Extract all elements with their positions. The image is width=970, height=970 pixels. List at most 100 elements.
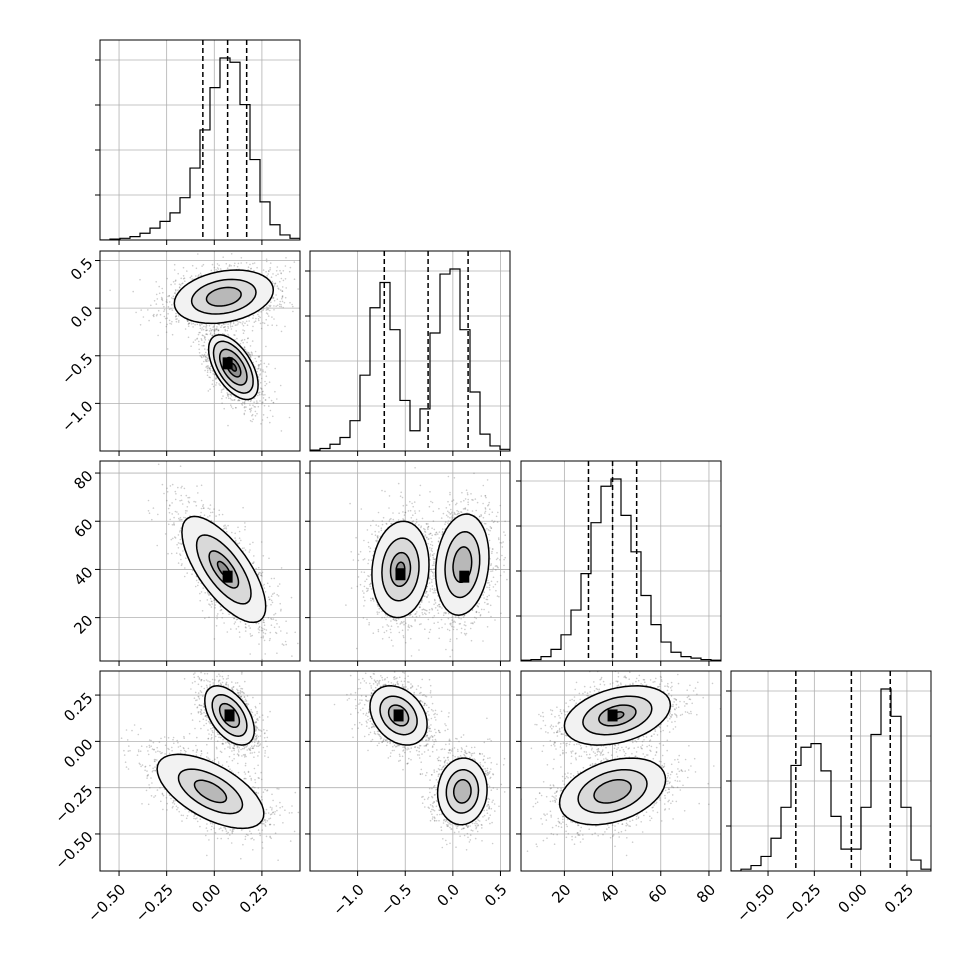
scatter-point [269,631,272,634]
scatter-point [236,337,238,340]
scatter-point [255,317,257,320]
scatter-point [179,284,182,286]
scatter-point [199,323,201,326]
scatter-point [185,557,187,559]
scatter-point [276,652,278,654]
scatter-point [232,321,235,323]
scatter-point [280,304,282,306]
scatter-point [251,562,254,565]
scatter-point [255,567,257,570]
scatter-point [181,563,183,565]
scatter-point [222,612,224,615]
scatter-point [276,398,278,400]
scatter-point [280,610,282,612]
scatter-point [261,390,264,393]
scatter-point [267,270,270,272]
scatter-point [255,400,258,402]
contour-line [218,348,248,386]
scatter-point [261,388,263,390]
density-peak [222,357,233,370]
scatter-point [261,392,263,394]
scatter-point [284,278,287,280]
scatter-point [251,420,253,423]
scatter-point [203,360,205,363]
scatter-point [177,315,180,317]
scatter-point [252,325,254,328]
scatter-point [245,623,247,625]
scatter-point [262,269,265,271]
scatter-point [194,501,197,503]
scatter-point [212,385,215,388]
scatter-point [293,278,296,281]
scatter-point [156,313,158,316]
scatter-point [175,315,178,317]
scatter-point [222,395,224,397]
scatter-point [271,316,273,318]
scatter-point [244,623,247,625]
scatter-point [229,397,232,400]
scatter-point [256,368,259,370]
scatter-point [199,599,201,602]
scatter-point [250,267,252,270]
scatter-point [275,270,278,272]
scatter-point [267,307,270,309]
scatter-point [264,384,267,387]
scatter-point [244,549,247,551]
scatter-point [285,287,288,289]
scatter-point [198,274,200,276]
scatter-point [181,503,184,505]
scatter-point [205,327,207,329]
scatter-point [222,528,225,530]
scatter-point [223,388,225,390]
scatter-point [179,554,182,557]
scatter-point [259,369,262,372]
scatter-point [272,297,274,300]
scatter-point [184,510,187,512]
scatter-point [237,323,239,325]
scatter-point [242,401,244,404]
scatter-point [209,368,212,370]
scatter-point [269,585,271,588]
scatter-point [263,639,266,642]
scatter-point [304,284,306,286]
scatter-point [260,377,263,380]
scatter-point [240,262,242,264]
scatter-point [258,356,260,358]
scatter-point [284,265,287,267]
scatter-point [277,595,280,597]
scatter-point [269,267,272,269]
scatter-point [268,405,270,407]
scatter-point [246,324,249,327]
scatter-point [209,369,212,372]
scatter-point [202,344,205,347]
scatter-point [226,531,228,533]
scatter-point [263,322,266,325]
scatter-point [213,328,216,331]
scatter-point [273,626,276,629]
scatter-point [262,585,264,587]
scatter-point [261,401,263,404]
scatter-point [250,407,253,410]
scatter-point [263,587,266,589]
scatter-point [200,511,202,514]
scatter-point [210,600,213,603]
scatter-point [275,324,278,327]
scatter-point [273,285,276,287]
scatter-point [220,391,223,393]
scatter-point [239,321,242,324]
scatter-point [260,387,262,389]
scatter-point [269,309,271,312]
scatter-point [196,323,199,326]
scatter-point [249,653,251,655]
scatter-point [294,631,297,634]
scatter-point [262,401,264,404]
scatter-point [203,354,205,357]
grid-lines [521,461,721,661]
scatter-point [270,618,273,620]
scatter-point [249,543,251,545]
scatter-point [262,414,265,416]
scatter-point [190,275,193,277]
scatter-point [245,350,248,353]
scatter-point [201,327,203,329]
contour-line [208,550,240,589]
